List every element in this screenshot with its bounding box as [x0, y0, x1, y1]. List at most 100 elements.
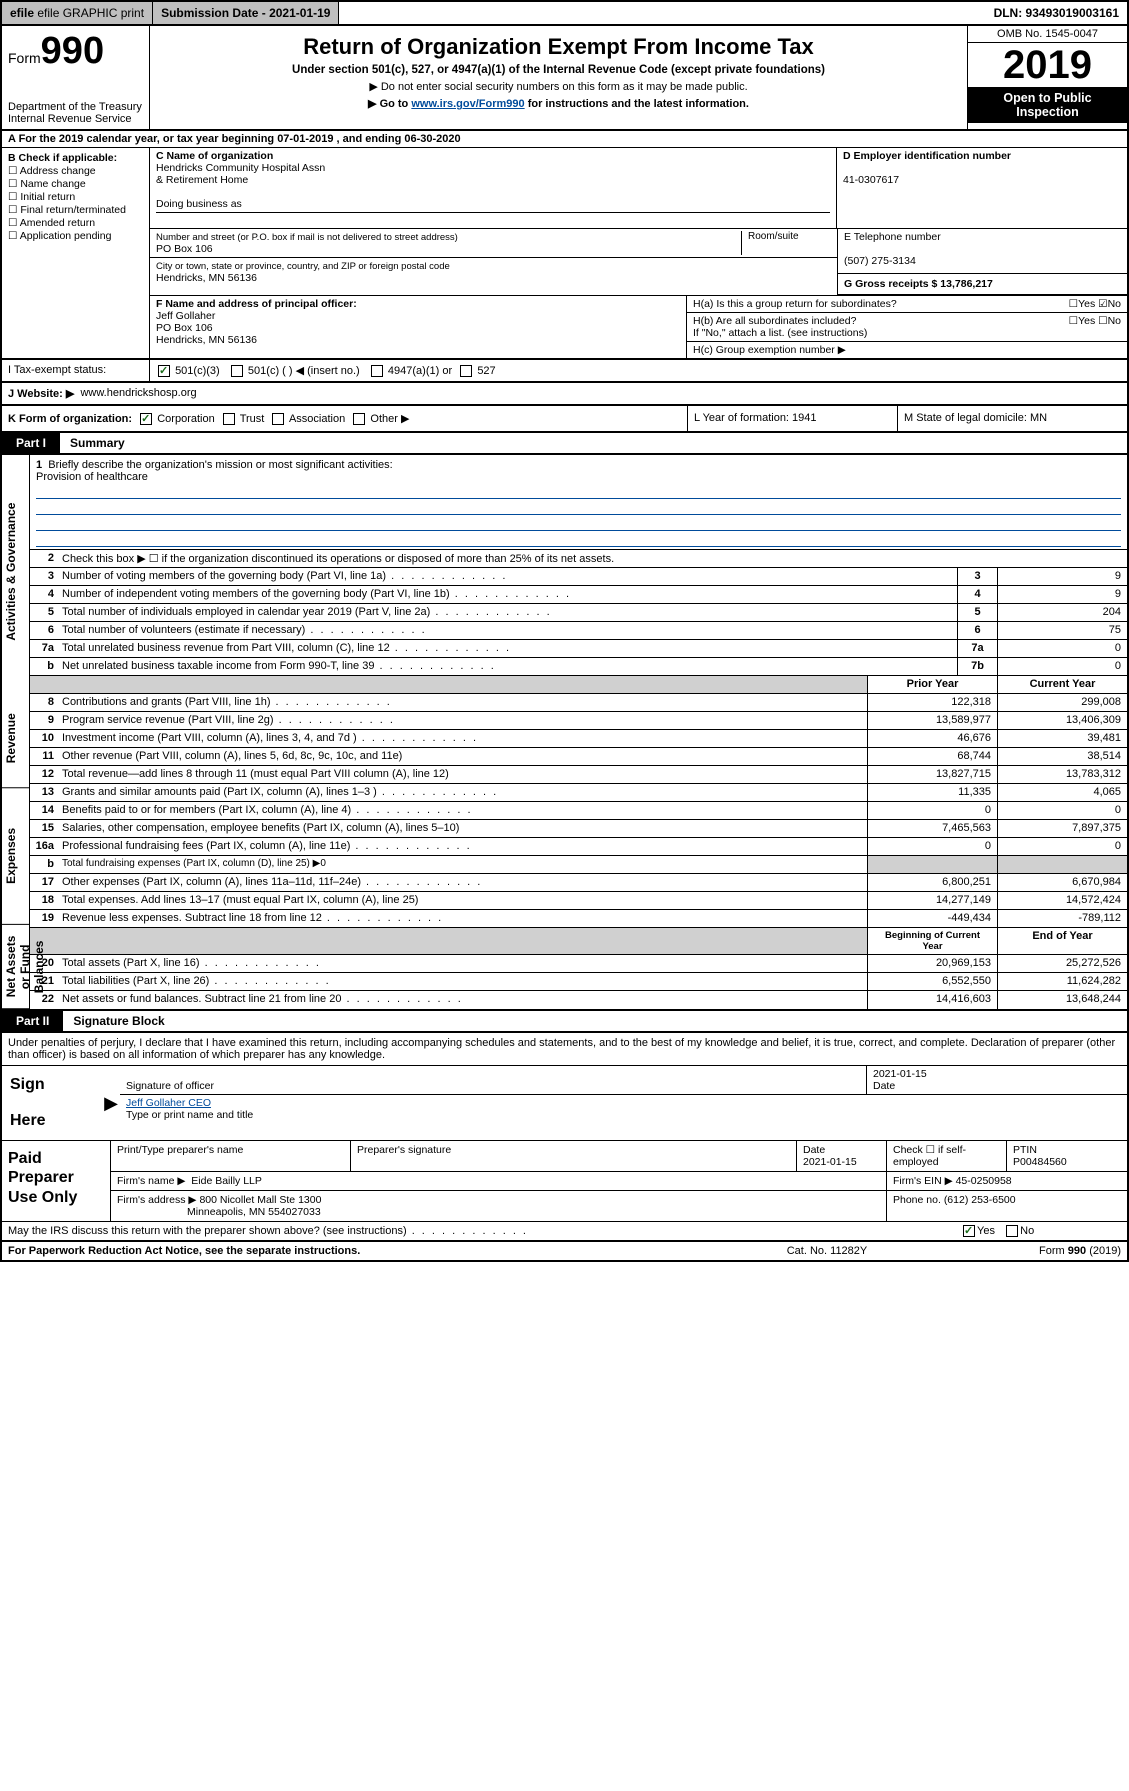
- subtitle-3: ▶ Go to www.irs.gov/Form990 for instruct…: [160, 97, 957, 110]
- check-final-return[interactable]: ☐ Final return/terminated: [8, 204, 143, 216]
- h-c-exemption: H(c) Group exemption number ▶: [687, 342, 1127, 358]
- line-6: 6Total number of volunteers (estimate if…: [30, 622, 1127, 640]
- discuss-no[interactable]: [1006, 1225, 1018, 1237]
- line-22: 22Net assets or fund balances. Subtract …: [30, 991, 1127, 1009]
- dln: DLN: 93493019003161: [986, 2, 1127, 24]
- check-trust[interactable]: [223, 413, 235, 425]
- line-8: 8Contributions and grants (Part VIII, li…: [30, 694, 1127, 712]
- discuss-yes[interactable]: [963, 1225, 975, 1237]
- self-employed-check[interactable]: Check ☐ if self-employed: [887, 1141, 1007, 1171]
- section-b-checkboxes: B Check if applicable: ☐ Address change …: [2, 148, 150, 358]
- signature-date: 2021-01-15Date: [867, 1066, 1127, 1094]
- line-3: 3Number of voting members of the governi…: [30, 568, 1127, 586]
- preparer-name: Print/Type preparer's name: [111, 1141, 351, 1171]
- preparer-date: Date2021-01-15: [797, 1141, 887, 1171]
- vertical-section-tabs: Activities & Governance Revenue Expenses…: [2, 455, 30, 1009]
- check-501c3[interactable]: [158, 365, 170, 377]
- line-2: 2Check this box ▶ ☐ if the organization …: [30, 550, 1127, 568]
- identity-block: B Check if applicable: ☐ Address change …: [0, 148, 1129, 360]
- line-7a: 7aTotal unrelated business revenue from …: [30, 640, 1127, 658]
- signature-section: Under penalties of perjury, I declare th…: [0, 1033, 1129, 1242]
- line-4: 4Number of independent voting members of…: [30, 586, 1127, 604]
- part-2-header: Part II Signature Block: [0, 1011, 1129, 1033]
- preparer-signature[interactable]: Preparer's signature: [351, 1141, 797, 1171]
- check-pending[interactable]: ☐ Application pending: [8, 230, 143, 242]
- state-domicile: M State of legal domicile: MN: [897, 406, 1127, 431]
- open-public-badge: Open to PublicInspection: [968, 87, 1127, 123]
- check-corporation[interactable]: [140, 413, 152, 425]
- firm-address: Firm's address ▶ 800 Nicollet Mall Ste 1…: [111, 1191, 887, 1221]
- top-bar: efile efile GRAPHIC print Submission Dat…: [0, 0, 1129, 26]
- firm-ein: Firm's EIN ▶ 45-0250958: [887, 1172, 1127, 1190]
- line-18: 18Total expenses. Add lines 13–17 (must …: [30, 892, 1127, 910]
- irs-label: Internal Revenue Service: [8, 113, 143, 125]
- street-address: Number and street (or P.O. box if mail i…: [156, 231, 741, 255]
- city-state-zip: City or town, state or province, country…: [150, 258, 837, 286]
- efile-text: efile GRAPHIC print: [37, 6, 144, 20]
- line-1-mission: 1 Briefly describe the organization's mi…: [30, 455, 1127, 550]
- form-title: Return of Organization Exempt From Incom…: [160, 34, 957, 60]
- firm-name: Firm's name ▶ Eide Bailly LLP: [111, 1172, 887, 1190]
- line-13: 13Grants and similar amounts paid (Part …: [30, 784, 1127, 802]
- summary-table: Activities & Governance Revenue Expenses…: [0, 455, 1129, 1011]
- section-d-ein: D Employer identification number 41-0307…: [837, 148, 1127, 228]
- irs-link[interactable]: www.irs.gov/Form990: [411, 98, 524, 110]
- line-21: 21Total liabilities (Part X, line 26)6,5…: [30, 973, 1127, 991]
- h-b-subordinates: H(b) Are all subordinates included? ☐Yes…: [687, 313, 1127, 342]
- section-a-period: A For the 2019 calendar year, or tax yea…: [0, 131, 1129, 148]
- section-e-phone: E Telephone number (507) 275-3134: [844, 231, 1121, 267]
- section-j-website: J Website: ▶ www.hendrickshosp.org: [0, 383, 1129, 406]
- line-17: 17Other expenses (Part IX, column (A), l…: [30, 874, 1127, 892]
- section-c-name: C Name of organization Hendricks Communi…: [150, 148, 837, 228]
- check-name-change[interactable]: ☐ Name change: [8, 178, 143, 190]
- line-7b: bNet unrelated business taxable income f…: [30, 658, 1127, 676]
- check-initial-return[interactable]: ☐ Initial return: [8, 191, 143, 203]
- section-g-gross: G Gross receipts $ 13,786,217: [838, 273, 1127, 295]
- check-501c[interactable]: [231, 365, 243, 377]
- submission-date: Submission Date - 2021-01-19: [153, 2, 339, 24]
- line-14: 14Benefits paid to or for members (Part …: [30, 802, 1127, 820]
- section-i-tax-status: I Tax-exempt status: 501(c)(3) 501(c) ( …: [0, 360, 1129, 383]
- check-4947[interactable]: [371, 365, 383, 377]
- check-association[interactable]: [272, 413, 284, 425]
- ptin: PTINP00484560: [1007, 1141, 1127, 1171]
- subtitle-1: Under section 501(c), 527, or 4947(a)(1)…: [160, 64, 957, 76]
- check-other[interactable]: [353, 413, 365, 425]
- part-1-header: Part I Summary: [0, 433, 1129, 455]
- form-header: Form990 Department of the Treasury Inter…: [0, 26, 1129, 131]
- paid-preparer-block: PaidPreparerUse Only Print/Type preparer…: [2, 1140, 1127, 1221]
- irs-discuss-row: May the IRS discuss this return with the…: [2, 1221, 1127, 1240]
- line-5: 5Total number of individuals employed in…: [30, 604, 1127, 622]
- line-10: 10Investment income (Part VIII, column (…: [30, 730, 1127, 748]
- section-f-officer: F Name and address of principal officer:…: [150, 296, 687, 358]
- section-klm: K Form of organization: Corporation Trus…: [0, 406, 1129, 433]
- arrow-icon: ▶: [102, 1066, 120, 1140]
- year-formation: L Year of formation: 1941: [687, 406, 897, 431]
- officer-name-field: Jeff Gollaher CEOType or print name and …: [120, 1095, 1127, 1123]
- room-suite: Room/suite: [741, 231, 831, 255]
- line-16a: 16aProfessional fundraising fees (Part I…: [30, 838, 1127, 856]
- perjury-statement: Under penalties of perjury, I declare th…: [2, 1033, 1127, 1065]
- line-9: 9Program service revenue (Part VIII, lin…: [30, 712, 1127, 730]
- line-16b: bTotal fundraising expenses (Part IX, co…: [30, 856, 1127, 874]
- dept-treasury: Department of the Treasury: [8, 101, 143, 113]
- firm-phone: Phone no. (612) 253-6500: [887, 1191, 1127, 1221]
- check-527[interactable]: [460, 365, 472, 377]
- line-20: 20Total assets (Part X, line 16)20,969,1…: [30, 955, 1127, 973]
- officer-signature-field[interactable]: Signature of officer: [120, 1066, 867, 1094]
- check-amended[interactable]: ☐ Amended return: [8, 217, 143, 229]
- check-address-change[interactable]: ☐ Address change: [8, 165, 143, 177]
- form-footer: For Paperwork Reduction Act Notice, see …: [0, 1242, 1129, 1262]
- line-19: 19Revenue less expenses. Subtract line 1…: [30, 910, 1127, 928]
- omb-number: OMB No. 1545-0047: [968, 26, 1127, 43]
- sign-here-row: SignHere ▶ Signature of officer 2021-01-…: [2, 1065, 1127, 1140]
- h-a-group-return: H(a) Is this a group return for subordin…: [687, 296, 1127, 313]
- line-12: 12Total revenue—add lines 8 through 11 (…: [30, 766, 1127, 784]
- tax-year: 2019: [968, 43, 1127, 87]
- form-label: Form990: [8, 30, 143, 73]
- netassets-header: Beginning of Current YearEnd of Year: [30, 928, 1127, 955]
- subtitle-2: ▶ Do not enter social security numbers o…: [160, 80, 957, 93]
- line-11: 11Other revenue (Part VIII, column (A), …: [30, 748, 1127, 766]
- efile-label[interactable]: efile efile GRAPHIC print: [2, 2, 153, 24]
- revenue-header: Prior YearCurrent Year: [30, 676, 1127, 694]
